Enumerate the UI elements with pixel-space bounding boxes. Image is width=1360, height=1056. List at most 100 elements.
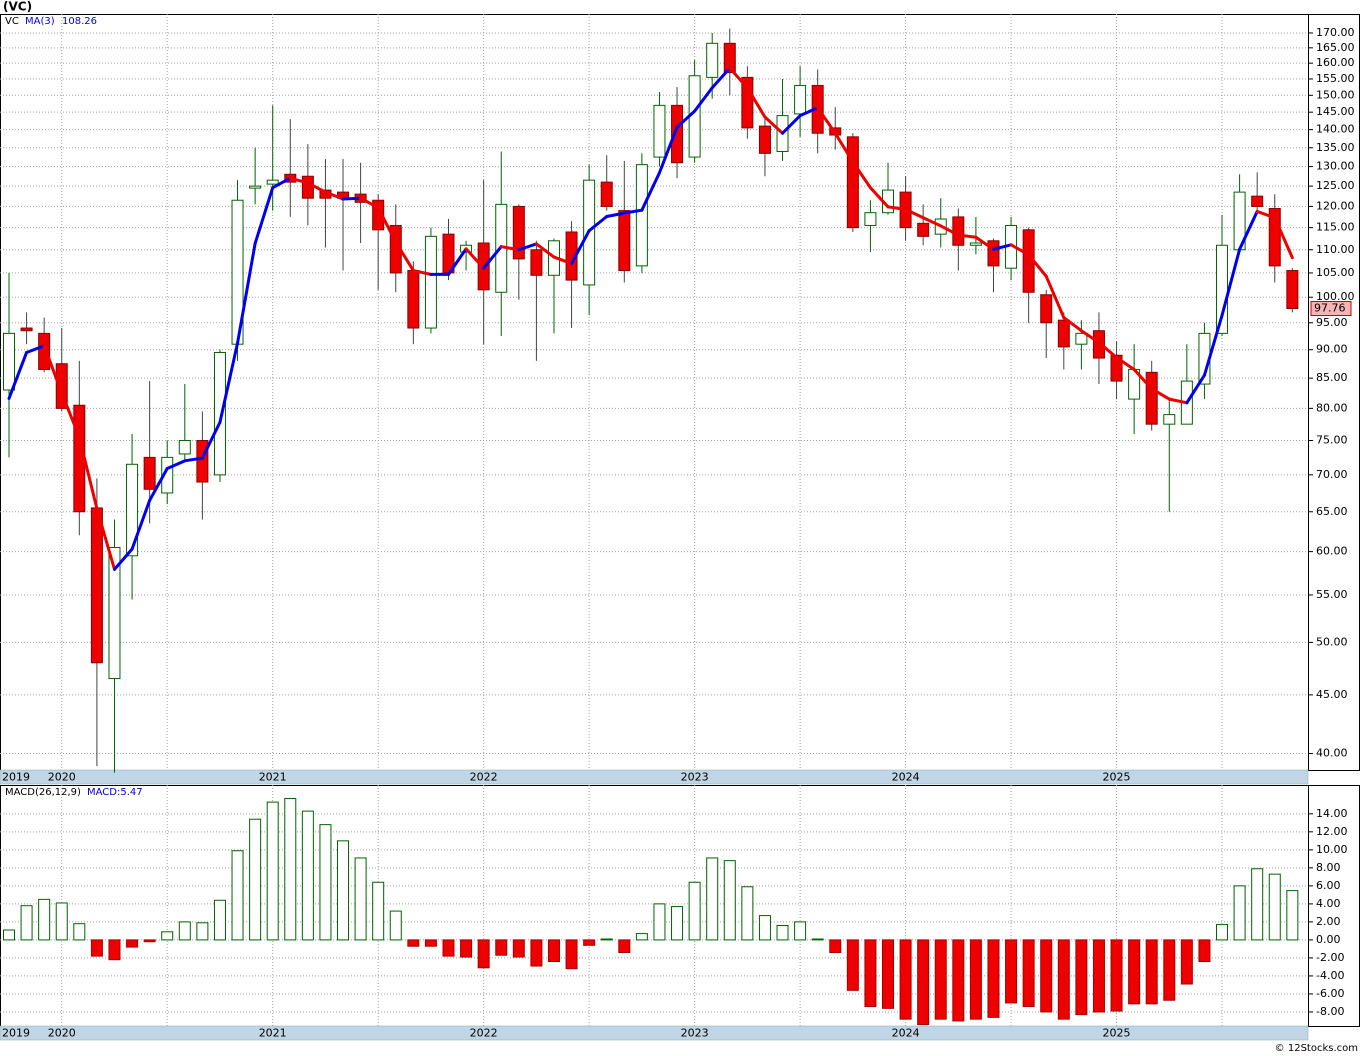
macd-bar <box>723 860 736 941</box>
y-tick-label: 85.00 <box>1316 371 1348 384</box>
ma-segment <box>622 208 644 215</box>
candle-body <box>143 456 156 490</box>
ma-segment <box>693 86 714 113</box>
macd-bar <box>635 933 648 941</box>
candle-body <box>794 84 807 115</box>
macd-bar <box>196 922 209 941</box>
y-tick-label: 12.00 <box>1316 825 1348 838</box>
ma-segment <box>605 211 626 218</box>
ma-segment <box>956 233 978 239</box>
macd-bar <box>424 939 437 947</box>
candle-body <box>653 104 666 158</box>
ma-segment <box>745 86 767 119</box>
ma-segment <box>183 456 204 463</box>
legend-ma: MA(3) <box>25 16 55 27</box>
y-tick-label: 90.00 <box>1316 343 1348 356</box>
macd-bar <box>969 939 982 1020</box>
y-tick-label: 10.00 <box>1316 843 1348 856</box>
macd-bar <box>55 902 68 941</box>
ma-segment <box>112 547 134 571</box>
candle-body <box>249 185 262 189</box>
ma-segment <box>130 498 152 551</box>
candle-body <box>90 507 103 664</box>
ma-segment <box>341 196 363 201</box>
y-tick-label: 55.00 <box>1316 588 1348 601</box>
ma-segment <box>464 247 486 270</box>
candle-body <box>1057 319 1070 348</box>
macd-bar <box>1110 939 1123 1012</box>
ma-segment <box>1220 247 1242 317</box>
candle-body <box>424 235 437 329</box>
ma-segment <box>1185 373 1206 405</box>
ma-segment <box>640 171 661 212</box>
macd-bar <box>73 923 86 941</box>
y-tick-label: 110.00 <box>1316 243 1355 256</box>
macd-bar <box>1268 873 1281 941</box>
macd-bar <box>1075 939 1088 1016</box>
macd-bar <box>934 939 947 1020</box>
ma-segment <box>657 125 679 175</box>
candle-body <box>3 332 15 391</box>
ma-segment <box>904 207 925 220</box>
candle-body <box>969 242 982 246</box>
macd-bar <box>301 810 314 941</box>
candle-body <box>20 327 33 332</box>
ma-segment <box>323 190 345 201</box>
macd-bar <box>741 886 754 941</box>
macd-bar <box>178 921 191 941</box>
macd-bar <box>284 798 297 941</box>
candle-body <box>1251 195 1264 207</box>
ma-segment <box>675 109 697 129</box>
macd-bar <box>372 881 385 941</box>
ma-segment <box>1238 209 1259 251</box>
macd-bar <box>1163 939 1176 1001</box>
macd-bar <box>917 939 930 1026</box>
macd-bar <box>126 939 139 948</box>
candle-body <box>706 42 719 78</box>
y-tick-label: 130.00 <box>1316 160 1355 173</box>
y-tick-label: 70.00 <box>1316 468 1348 481</box>
ma-segment <box>974 235 995 251</box>
ma-segment <box>1027 253 1048 278</box>
y-tick-label: 40.00 <box>1316 747 1348 760</box>
macd-bar <box>1145 939 1158 1005</box>
candle-body <box>407 270 420 329</box>
ma-segment <box>1062 316 1083 333</box>
macd-bar <box>231 850 244 941</box>
macd-bar <box>161 931 174 941</box>
macd-bar <box>143 939 156 943</box>
x-tick-label: 2023 <box>681 1027 709 1040</box>
y-tick-label: 60.00 <box>1316 545 1348 558</box>
y-tick-label: -8.00 <box>1316 1005 1344 1018</box>
candle-body <box>1268 208 1281 267</box>
macd-bar <box>776 924 789 941</box>
candle-body <box>917 222 930 237</box>
y-tick-label: 45.00 <box>1316 688 1348 701</box>
ma-segment <box>534 242 556 259</box>
macd-bar <box>213 899 226 941</box>
ma-segment <box>1150 387 1171 401</box>
y-tick-label: 14.00 <box>1316 807 1348 820</box>
ma-segment <box>288 176 310 185</box>
x-tick-label: 2024 <box>892 1027 920 1040</box>
y-tick-label: 170.00 <box>1316 26 1355 39</box>
y-tick-label: 65.00 <box>1316 505 1348 518</box>
candle-body <box>1110 354 1123 382</box>
legend-ma-value: 108.26 <box>62 16 97 27</box>
y-tick-label: 105.00 <box>1316 266 1355 279</box>
ma-segment <box>376 206 398 244</box>
ma-segment <box>939 224 960 237</box>
candle-body <box>846 136 859 229</box>
ma-segment <box>1273 216 1294 260</box>
ma-segment <box>236 241 257 345</box>
macd-bar <box>688 881 701 941</box>
ma-segment <box>447 247 468 276</box>
macd-bar <box>864 939 877 1008</box>
ma-segment <box>816 106 837 135</box>
y-tick-label: 50.00 <box>1316 635 1348 648</box>
candle-body <box>1040 294 1053 324</box>
candle-body <box>600 181 613 207</box>
ma-segment <box>1079 329 1101 345</box>
x-tick-label: 2020 <box>48 1027 76 1040</box>
ma-segment <box>570 229 591 266</box>
